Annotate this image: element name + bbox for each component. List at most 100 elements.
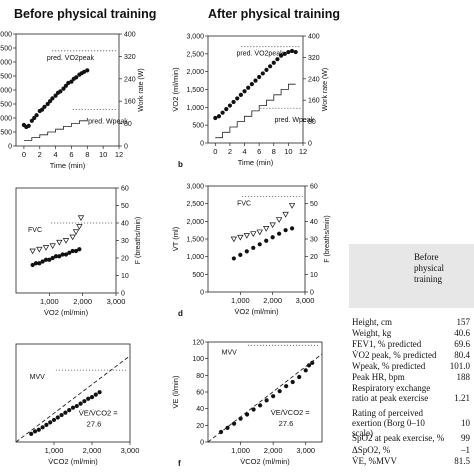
data-point [53,93,58,98]
x-tick-label: 12 [115,150,123,159]
y2-tick-label: 320 [308,55,320,62]
data-point [59,412,64,418]
regression-line [15,355,131,443]
table-row-label: SpO2 at peak exercise, % [352,433,445,443]
data-point [74,403,79,409]
data-point [310,360,315,365]
y-tick-label: 3,000 [0,60,12,67]
data-point [40,425,45,430]
y2-tick-label: 80 [124,121,132,128]
data-point [293,49,298,55]
y2-axis-label: Work rate (W) [138,68,145,111]
data-point [220,110,225,115]
data-point [297,374,302,380]
y-tick-label: 2,500 [186,201,204,208]
x-tick-label: 3,000 [296,446,315,455]
plot-frame [15,343,131,443]
y-tick-label: 3,000 [186,34,204,41]
data-point [32,115,37,121]
panel-a: 0 2 4 6 8 10 12 Time (min) 0 500 1,000 1,500 2,000 2,… [0,32,145,171]
data-point [290,379,295,385]
data-point [224,107,229,112]
header-after: After physical training [208,7,340,21]
table-row-label: Weight, kg [352,328,392,338]
data-point-open [29,248,36,255]
x-axis-label: Time (min) [238,158,274,167]
regression-line [207,353,323,443]
data-point [216,114,222,119]
y2-axis-label: Work rate (W) [322,68,329,111]
y2-tick-label: 50 [310,201,318,208]
summary-table: Before physical training Height, cm 157 We… [349,244,474,466]
data-point [244,249,249,254]
data-point [270,235,275,240]
y2-tick-label: 60 [310,184,318,191]
data-point [268,64,273,69]
header-before: Before physical training [14,7,157,21]
y2-tick-label: 320 [124,54,136,61]
data-point [70,248,75,254]
y-tick-label: 120 [192,340,204,347]
data-point-open [237,234,244,241]
x-tick-label: 6 [69,150,73,159]
table-row-label: Height, cm [352,317,392,327]
data-point-open [230,236,238,243]
panel-e: 1,000 2,000 3,000 V̇CO2 (ml/min) MVV V̇E/V̇CO… [15,343,139,466]
data-point [86,396,91,401]
data-point [51,417,57,423]
data-point [278,53,284,58]
x-tick-label: 4 [242,147,246,156]
y2-tick-label: 40 [121,221,129,228]
table-row-label: ΔSpO2, % [352,445,391,455]
data-point [249,82,254,87]
data-point [242,89,247,94]
x-tick-label: 1,000 [40,297,59,306]
data-point [29,431,34,436]
data-point [63,410,68,415]
panel-c: 1,000 2,000 3,000 V̇O2 (ml/min) 0 10 20 30 40 50 6… [15,186,142,317]
x-tick-label: 2,000 [263,296,282,305]
x-axis-label: V̇O2 (ml/min) [234,307,279,316]
x-tick-label: 2,000 [83,446,102,455]
x-tick-label: 3,000 [296,296,315,305]
data-point-open [36,246,43,253]
data-point [284,384,289,389]
data-point [253,78,258,83]
data-point [47,257,52,262]
x-tick-label: 4 [54,150,58,159]
data-point [70,405,76,410]
data-point [227,103,233,108]
slope-label: V̇E/V̇CO2 = [79,409,119,418]
data-point [286,49,291,55]
data-point [271,394,276,399]
y-tick-label: 0 [200,141,204,148]
panel-letter: f [178,459,181,468]
work-rate-staircase [215,83,296,139]
work-rate-staircase [23,118,88,141]
y-tick-label: 2,000 [0,88,12,95]
reference-label: MVV [222,349,238,356]
y-tick-label: 1,500 [186,237,204,244]
x-tick-label: 0 [22,150,26,159]
y-tick-label: 500 [0,130,12,137]
y-tick-label: 1,000 [0,116,12,123]
y2-tick-label: 10 [310,272,318,279]
table-header: Before physical training [349,244,474,308]
data-point [303,368,308,373]
y2-tick-label: 20 [121,256,129,263]
x-tick-label: 8 [272,147,276,156]
data-point [30,262,35,268]
y-tick-label: 1,000 [186,254,204,261]
y-tick-label: 0 [200,290,204,297]
data-point [42,104,47,109]
table-row-label: FEV1, % predicted [352,339,422,349]
data-point-open [275,217,283,223]
y2-tick-label: 30 [310,237,318,244]
data-point [97,390,102,395]
data-point-open [263,226,270,232]
x-tick-label: 8 [85,150,89,159]
reference-label: FVC [28,227,42,234]
data-point [57,254,62,259]
y-tick-label: 60 [196,390,204,397]
